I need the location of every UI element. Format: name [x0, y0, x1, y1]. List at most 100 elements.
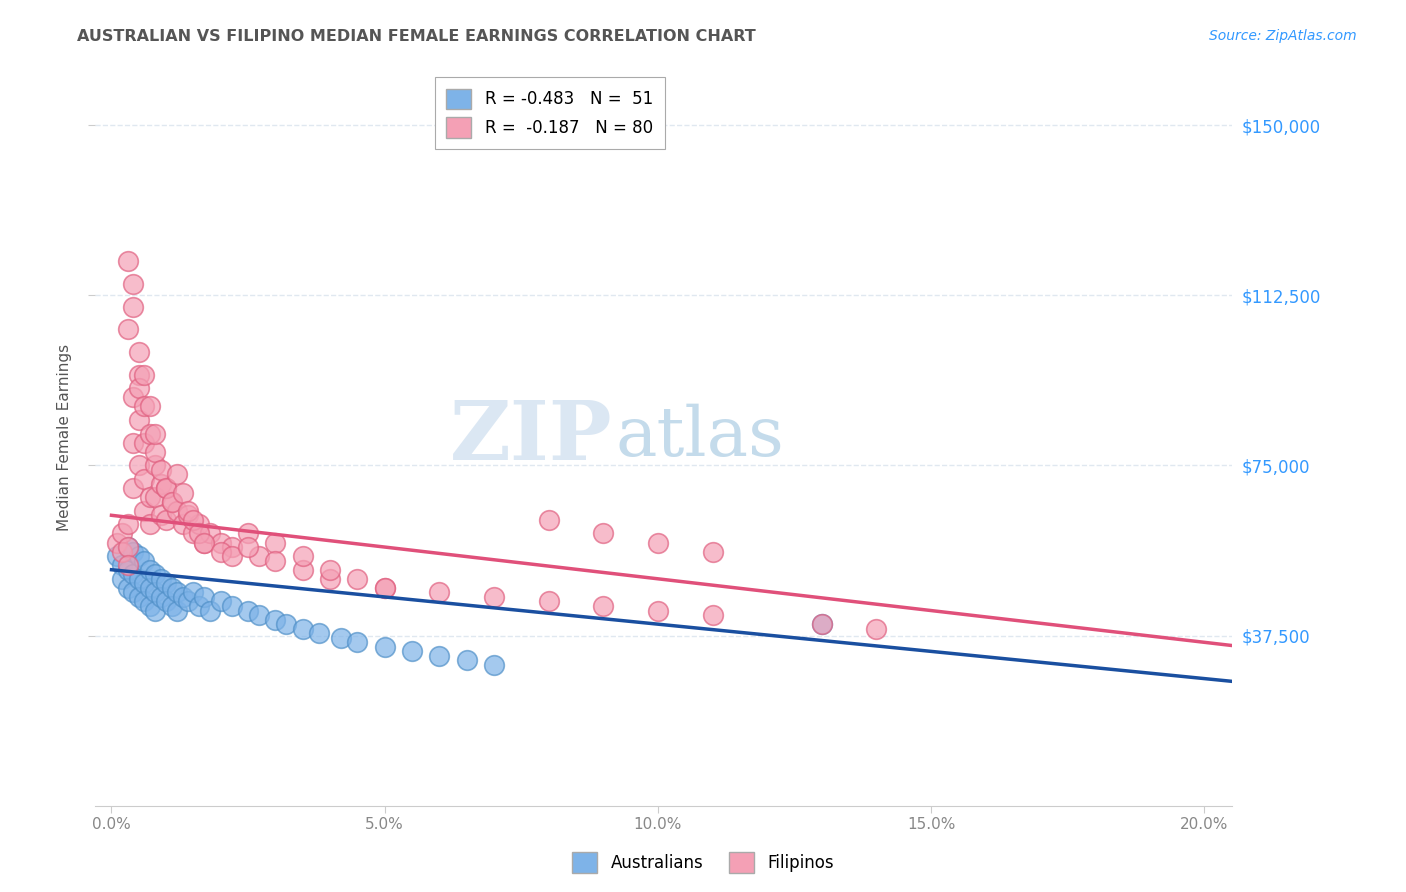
- Point: [138, 563, 160, 577]
- Point: [134, 400, 156, 414]
- Point: [166, 585, 188, 599]
- Point: [134, 576, 156, 591]
- Point: [193, 535, 215, 549]
- Point: [172, 590, 194, 604]
- Point: [111, 526, 134, 541]
- Point: [427, 585, 450, 599]
- Point: [193, 590, 215, 604]
- Point: [128, 381, 150, 395]
- Point: [134, 435, 156, 450]
- Point: [111, 544, 134, 558]
- Point: [117, 563, 139, 577]
- Point: [221, 540, 243, 554]
- Point: [128, 458, 150, 473]
- Point: [160, 494, 183, 508]
- Point: [291, 549, 314, 563]
- Point: [865, 622, 887, 636]
- Point: [209, 535, 232, 549]
- Point: [187, 517, 209, 532]
- Point: [346, 635, 368, 649]
- Point: [117, 558, 139, 573]
- Point: [134, 554, 156, 568]
- Point: [143, 490, 166, 504]
- Point: [319, 563, 342, 577]
- Point: [291, 563, 314, 577]
- Point: [592, 526, 614, 541]
- Point: [177, 594, 200, 608]
- Point: [456, 653, 478, 667]
- Point: [166, 504, 188, 518]
- Point: [149, 476, 172, 491]
- Point: [122, 481, 145, 495]
- Point: [198, 526, 221, 541]
- Point: [264, 613, 287, 627]
- Point: [111, 572, 134, 586]
- Point: [143, 426, 166, 441]
- Point: [172, 485, 194, 500]
- Point: [160, 599, 183, 613]
- Point: [117, 254, 139, 268]
- Point: [330, 631, 353, 645]
- Point: [138, 517, 160, 532]
- Point: [155, 481, 177, 495]
- Point: [128, 345, 150, 359]
- Point: [264, 535, 287, 549]
- Point: [401, 644, 423, 658]
- Y-axis label: Median Female Earnings: Median Female Earnings: [58, 343, 72, 531]
- Point: [264, 554, 287, 568]
- Point: [122, 544, 145, 558]
- Point: [183, 585, 205, 599]
- Point: [647, 603, 669, 617]
- Point: [138, 599, 160, 613]
- Point: [183, 526, 205, 541]
- Point: [166, 603, 188, 617]
- Point: [198, 603, 221, 617]
- Point: [128, 368, 150, 382]
- Point: [128, 413, 150, 427]
- Point: [810, 617, 832, 632]
- Legend: Australians, Filipinos: Australians, Filipinos: [565, 846, 841, 880]
- Point: [155, 481, 177, 495]
- Point: [138, 490, 160, 504]
- Point: [117, 540, 139, 554]
- Point: [374, 640, 396, 654]
- Point: [647, 535, 669, 549]
- Point: [111, 558, 134, 573]
- Point: [105, 549, 128, 563]
- Point: [592, 599, 614, 613]
- Point: [374, 581, 396, 595]
- Point: [122, 585, 145, 599]
- Point: [105, 535, 128, 549]
- Point: [143, 567, 166, 582]
- Point: [138, 400, 160, 414]
- Point: [209, 594, 232, 608]
- Point: [149, 508, 172, 523]
- Point: [128, 590, 150, 604]
- Point: [308, 626, 330, 640]
- Point: [482, 590, 505, 604]
- Point: [122, 300, 145, 314]
- Point: [236, 540, 259, 554]
- Point: [128, 572, 150, 586]
- Point: [209, 544, 232, 558]
- Point: [183, 513, 205, 527]
- Point: [117, 517, 139, 532]
- Point: [134, 504, 156, 518]
- Point: [427, 648, 450, 663]
- Point: [177, 504, 200, 518]
- Point: [187, 526, 209, 541]
- Point: [236, 526, 259, 541]
- Text: ZIP: ZIP: [450, 397, 612, 477]
- Point: [482, 657, 505, 672]
- Point: [166, 467, 188, 482]
- Point: [143, 458, 166, 473]
- Point: [236, 603, 259, 617]
- Point: [810, 617, 832, 632]
- Point: [374, 581, 396, 595]
- Point: [143, 585, 166, 599]
- Point: [122, 390, 145, 404]
- Point: [134, 472, 156, 486]
- Point: [134, 368, 156, 382]
- Point: [172, 517, 194, 532]
- Text: Source: ZipAtlas.com: Source: ZipAtlas.com: [1209, 29, 1357, 43]
